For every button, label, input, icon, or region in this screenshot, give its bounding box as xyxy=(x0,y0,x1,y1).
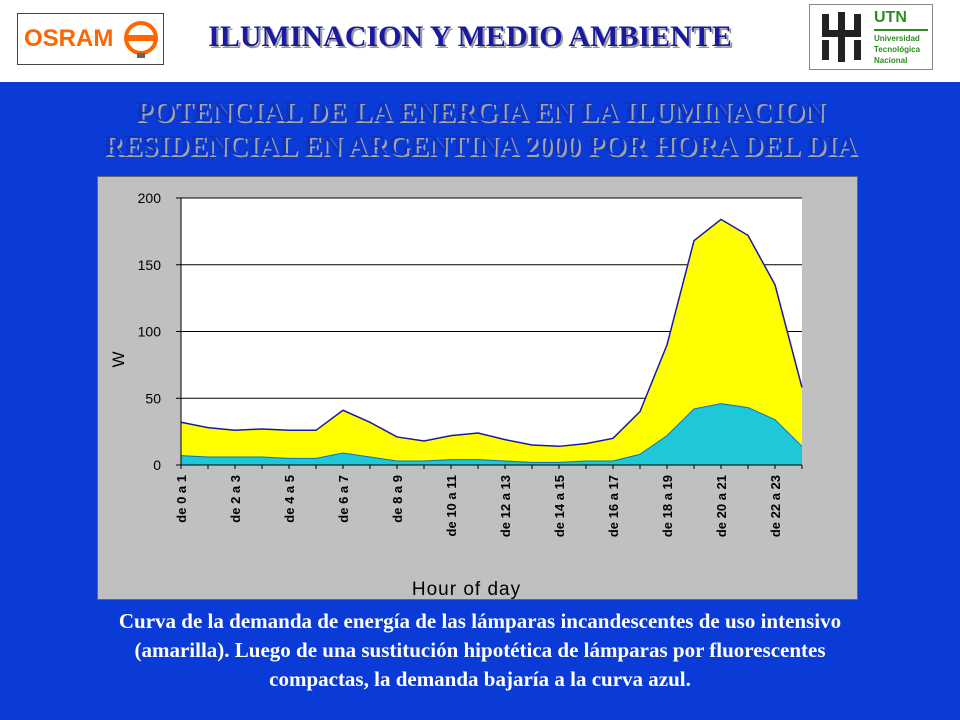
utn-subtitle: Universidad Tecnológica Nacional xyxy=(874,33,920,66)
slide-title-line-2: RESIDENCIAL EN ARGENTINA 2000 POR HORA D… xyxy=(103,131,857,162)
x-tick-label: de 20 a 21 xyxy=(714,475,729,537)
utn-emblem-icon xyxy=(814,8,868,66)
series-area-1 xyxy=(181,403,802,465)
osram-logo: OSRAM xyxy=(17,13,164,65)
utn-wordmark: UTN xyxy=(874,9,907,26)
y-tick-label: 200 xyxy=(138,190,162,206)
area-chart: 0 50 100 150 200 de 0 a 1 de 2 a 3 de 4 a 5 de 6… xyxy=(109,190,803,599)
x-tick-label: de 22 a 23 xyxy=(768,475,783,537)
caption-line-1: Curva de la demanda de energía de las lá… xyxy=(118,609,842,633)
chart-container: 0 50 100 150 200 de 0 a 1 de 2 a 3 de 4 a 5 de 6… xyxy=(97,176,858,600)
x-tick-label: de 0 a 1 xyxy=(174,475,189,523)
x-tick-label: de 12 a 13 xyxy=(498,475,513,537)
x-tick-label: de 10 a 11 xyxy=(444,475,459,536)
slide-caption: Curva de la demanda de energía de las lá… xyxy=(20,607,940,694)
series-line-1 xyxy=(180,403,803,463)
header-bar: OSRAM ILUMINACION Y MEDIO AMBIENTE UTN U… xyxy=(0,0,960,82)
slide-title: POTENCIAL DE LA ENERGIA EN LA ILUMINACIO… xyxy=(20,96,940,164)
x-tick-label: de 8 a 9 xyxy=(390,475,405,523)
x-axis-title: Hour of day xyxy=(412,579,521,599)
osram-bulb-icon xyxy=(124,21,158,58)
y-axis-title: W xyxy=(109,351,128,367)
x-tick-label: de 16 a 17 xyxy=(606,475,621,537)
utn-logo: UTN Universidad Tecnológica Nacional xyxy=(809,4,933,70)
x-tick-label: de 2 a 3 xyxy=(228,475,243,523)
x-tick-label: de 6 a 7 xyxy=(336,475,351,523)
header-title: ILUMINACION Y MEDIO AMBIENTE xyxy=(208,20,732,53)
x-tick-label: de 14 a 15 xyxy=(552,475,567,537)
slide-title-line-1: POTENCIAL DE LA ENERGIA EN LA ILUMINACIO… xyxy=(135,97,825,128)
y-tick-label: 100 xyxy=(138,324,162,340)
x-tick-label: de 18 a 19 xyxy=(660,475,675,537)
y-tick-label: 0 xyxy=(153,457,161,473)
caption-line-2: (amarilla). Luego de una sustitución hip… xyxy=(134,638,826,662)
utn-line-2: Tecnológica xyxy=(874,45,921,54)
utn-line-3: Nacional xyxy=(874,56,908,65)
y-tick-label: 50 xyxy=(145,390,161,406)
series-area-0 xyxy=(181,219,802,465)
caption-line-3: compactas, la demanda bajaría a la curva… xyxy=(269,667,691,691)
utn-divider xyxy=(874,29,928,31)
osram-wordmark: OSRAM xyxy=(24,25,114,52)
utn-line-1: Universidad xyxy=(874,34,920,43)
x-tick-label: de 4 a 5 xyxy=(282,475,297,523)
y-tick-label: 150 xyxy=(138,257,162,273)
series-line-0 xyxy=(180,218,803,448)
